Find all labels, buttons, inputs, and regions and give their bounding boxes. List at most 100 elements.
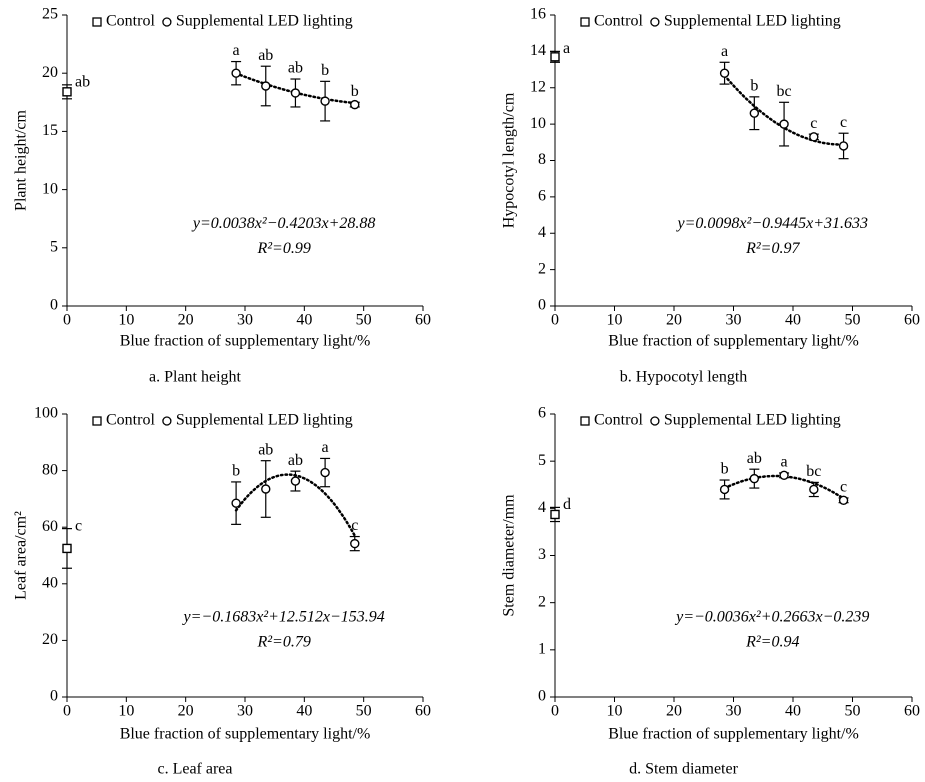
point <box>261 81 271 91</box>
x-tick-label: 50 <box>356 312 372 329</box>
point <box>809 484 819 495</box>
legend-marker <box>650 17 660 27</box>
significance-label: ab <box>258 441 273 458</box>
y-axis-label: Stem diameter/mm <box>501 494 518 617</box>
point <box>62 87 72 97</box>
x-tick-label: 50 <box>356 703 372 720</box>
y-tick-label: 15 <box>42 122 58 139</box>
fit-r-squared: R²=0.79 <box>256 633 310 650</box>
x-axis-label: Blue fraction of supplementary light/% <box>120 726 371 743</box>
x-axis-label: Blue fraction of supplementary light/% <box>608 333 859 350</box>
significance-label: b <box>750 78 758 95</box>
legend-marker <box>92 17 102 27</box>
x-tick-label: 0 <box>63 703 71 720</box>
y-tick-label: 16 <box>530 6 546 23</box>
y-tick-label: 5 <box>538 452 546 469</box>
significance-label: ab <box>288 452 303 469</box>
significance-label: ab <box>75 74 90 91</box>
legend-label: Control <box>594 412 643 429</box>
y-tick-label: 3 <box>538 546 546 563</box>
x-tick-label: 40 <box>296 312 312 329</box>
point <box>749 108 760 118</box>
y-tick-label: 6 <box>538 188 546 205</box>
legend-marker <box>162 416 172 426</box>
x-tick-label: 60 <box>415 312 431 329</box>
point <box>350 538 360 549</box>
legend-label: Supplemental LED lighting <box>176 13 353 30</box>
caption: d. Stem diameter <box>629 761 739 778</box>
point <box>231 68 241 78</box>
legend-marker <box>92 416 102 426</box>
y-tick-label: 0 <box>50 688 58 705</box>
significance-label: b <box>232 463 240 480</box>
x-tick-label: 30 <box>237 312 253 329</box>
y-tick-label: 0 <box>538 688 546 705</box>
y-tick-label: 6 <box>538 405 546 422</box>
x-tick-label: 50 <box>845 312 861 329</box>
x-tick-label: 30 <box>726 312 742 329</box>
x-tick-label: 20 <box>178 312 194 329</box>
significance-label: c <box>840 114 847 131</box>
y-tick-label: 14 <box>530 42 546 59</box>
x-axis-label: Blue fraction of supplementary light/% <box>120 333 371 350</box>
x-tick-label: 10 <box>607 312 623 329</box>
point <box>550 52 560 62</box>
y-axis-label: Plant height/cm <box>13 110 30 211</box>
x-tick-label: 20 <box>178 703 194 720</box>
significance-label: a <box>233 42 240 59</box>
caption: a. Plant height <box>149 369 242 386</box>
y-tick-label: 2 <box>538 593 546 610</box>
x-tick-label: 10 <box>118 312 134 329</box>
significance-label: a <box>563 40 570 57</box>
y-tick-label: 100 <box>34 405 58 422</box>
point <box>838 141 849 151</box>
y-tick-label: 80 <box>42 461 58 478</box>
y-tick-label: 4 <box>538 499 546 516</box>
point <box>290 88 301 98</box>
legend-label: Control <box>594 13 643 30</box>
point <box>749 473 760 484</box>
significance-label: bc <box>806 463 821 480</box>
y-tick-label: 10 <box>530 115 546 132</box>
fit-r-squared: R²=0.94 <box>745 633 799 650</box>
significance-label: ab <box>747 450 762 467</box>
y-tick-label: 25 <box>42 6 58 23</box>
fit-curve <box>723 474 845 500</box>
point <box>719 68 730 78</box>
x-tick-label: 50 <box>845 703 861 720</box>
y-tick-label: 0 <box>538 297 546 314</box>
legend-marker <box>650 416 660 426</box>
x-axis-label: Blue fraction of supplementary light/% <box>608 726 859 743</box>
y-tick-label: 8 <box>538 151 546 168</box>
x-tick-label: 40 <box>296 703 312 720</box>
fit-curve <box>723 74 845 146</box>
fit-equation: y=−0.0036x²+0.2663x−0.239 <box>674 608 869 625</box>
legend-marker <box>162 17 172 27</box>
significance-label: c <box>75 517 82 534</box>
point <box>320 467 330 478</box>
significance-label: d <box>563 496 571 513</box>
x-tick-label: 30 <box>726 703 742 720</box>
legend-label: Supplemental LED lighting <box>664 13 841 30</box>
y-tick-label: 40 <box>42 574 58 591</box>
x-tick-label: 60 <box>904 703 920 720</box>
point <box>719 484 730 495</box>
y-tick-label: 20 <box>42 64 58 81</box>
y-tick-label: 0 <box>50 297 58 314</box>
caption: b. Hypocotyl length <box>620 369 748 386</box>
x-tick-label: 0 <box>551 312 559 329</box>
significance-label: ab <box>258 47 273 64</box>
y-tick-label: 4 <box>538 224 546 241</box>
x-tick-label: 60 <box>904 312 920 329</box>
point <box>320 96 330 106</box>
x-tick-label: 10 <box>118 703 134 720</box>
significance-label: a <box>721 43 728 60</box>
x-tick-label: 0 <box>63 312 71 329</box>
legend-marker <box>580 416 590 426</box>
point <box>779 119 789 129</box>
legend-marker <box>580 17 590 27</box>
legend-label: Control <box>106 13 155 30</box>
point <box>809 132 819 142</box>
significance-label: a <box>322 439 329 456</box>
significance-label: b <box>351 83 359 100</box>
